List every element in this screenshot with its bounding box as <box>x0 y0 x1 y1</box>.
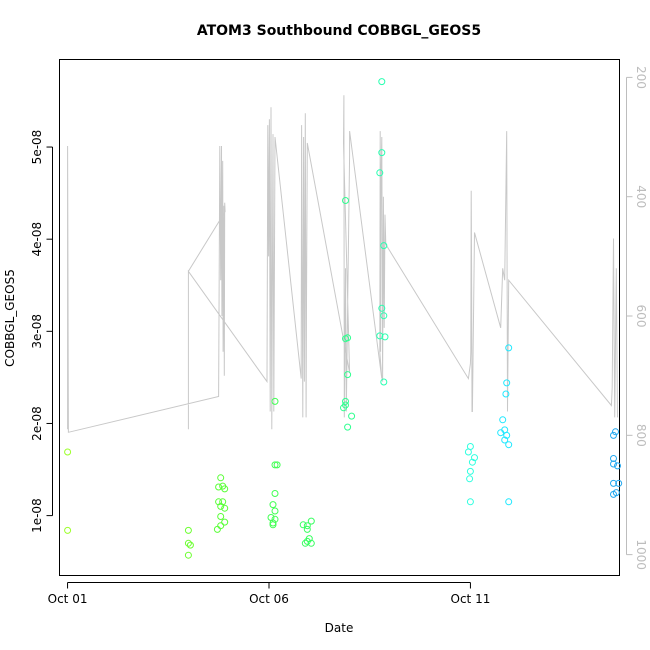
data-point <box>378 78 386 86</box>
x-tick-label: Oct 01 <box>48 592 88 606</box>
data-point <box>217 502 225 510</box>
data-point <box>615 479 623 487</box>
data-point <box>464 448 472 456</box>
data-point <box>466 467 474 475</box>
y2-tick-label: 1000 <box>634 539 648 570</box>
data-point <box>217 513 225 520</box>
data-point <box>219 498 227 506</box>
data-point <box>505 344 513 352</box>
data-point <box>299 521 307 529</box>
data-point <box>303 522 311 530</box>
y-tick-label: 2e-08 <box>30 406 44 441</box>
data-point <box>503 379 511 387</box>
data-point <box>344 371 352 379</box>
data-point <box>378 149 386 157</box>
data-point <box>64 526 72 534</box>
data-point <box>303 525 311 533</box>
data-point <box>271 490 279 497</box>
data-point <box>64 448 72 456</box>
data-point <box>376 332 384 340</box>
axes-layer: Oct 01 Oct 06 Oct 11 1e-08 2e-08 3e-08 4e-08 5e… <box>30 66 648 606</box>
x-tick-label: Oct 06 <box>249 592 289 606</box>
y-tick-label: 4e-08 <box>30 222 44 257</box>
data-point <box>466 498 474 506</box>
data-point <box>213 525 221 533</box>
data-point <box>184 539 192 547</box>
y2-tick-label: 800 <box>634 424 648 447</box>
data-point <box>271 507 279 515</box>
pressure-line <box>67 95 618 433</box>
data-point <box>184 551 192 559</box>
y-tick-label: 3e-08 <box>30 314 44 349</box>
data-point <box>184 526 192 534</box>
plot-frame <box>59 59 620 576</box>
y-tick-label: 1e-08 <box>30 498 44 533</box>
data-point <box>378 304 386 312</box>
data-point <box>505 498 513 506</box>
data-point <box>307 539 315 547</box>
data-point <box>614 462 621 470</box>
data-point <box>380 242 388 250</box>
data-point <box>271 461 279 469</box>
data-point <box>468 458 476 466</box>
data-point <box>269 501 277 509</box>
data-point <box>273 461 281 469</box>
data-point <box>215 483 223 491</box>
chart-title: ATOM3 Southbound COBBGL_GEOS5 <box>197 23 481 39</box>
data-point <box>217 474 225 482</box>
x-axis-label: Date <box>325 621 354 635</box>
y2-tick-label: 200 <box>634 66 648 89</box>
y2-tick-label: 600 <box>634 305 648 328</box>
y-axis-label: COBBGL_GEOS5 <box>3 269 17 367</box>
data-point <box>380 378 388 386</box>
data-point <box>610 490 617 498</box>
y-tick-label: 5e-08 <box>30 130 44 165</box>
data-point <box>221 518 229 526</box>
data-point <box>499 416 507 424</box>
pressure-line-layer <box>67 95 618 433</box>
data-point <box>381 333 389 341</box>
data-point <box>612 428 619 436</box>
data-point <box>269 521 277 529</box>
data-point <box>610 431 617 439</box>
data-point <box>344 334 352 342</box>
data-point <box>221 504 229 512</box>
data-point <box>348 412 356 420</box>
data-point <box>501 436 509 444</box>
data-point <box>344 423 352 431</box>
data-point <box>376 169 384 177</box>
data-point <box>610 460 617 468</box>
data-point <box>380 312 388 320</box>
data-point <box>186 541 194 549</box>
data-point <box>307 517 315 525</box>
data-point <box>466 475 474 483</box>
x-tick-label: Oct 11 <box>451 592 491 606</box>
data-point <box>342 197 349 204</box>
points-layer <box>64 78 623 559</box>
data-point <box>271 397 279 405</box>
data-point <box>502 390 510 398</box>
data-point <box>303 537 311 545</box>
data-point <box>221 485 229 493</box>
data-point <box>503 431 511 439</box>
data-point <box>505 441 513 449</box>
data-point <box>610 479 617 487</box>
data-point <box>342 397 349 405</box>
y2-tick-label: 400 <box>634 185 648 208</box>
data-point <box>340 404 347 412</box>
